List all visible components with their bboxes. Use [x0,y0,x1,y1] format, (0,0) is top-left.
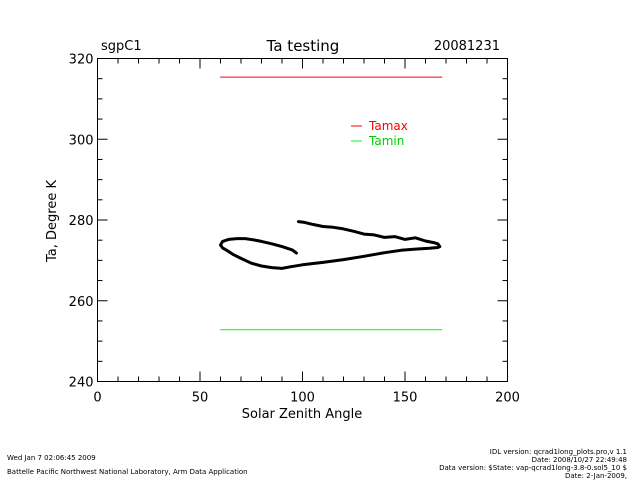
x-tick-label: 200 [495,391,520,406]
series-layer [219,76,443,331]
chart-title: Ta testing [266,37,340,55]
y-tick-label: 320 [69,53,94,68]
ta-data-series [219,220,442,270]
legend: Tamax Tamin [351,119,408,148]
y-tick-label: 280 [69,214,94,229]
x-tick-label: 150 [393,391,418,406]
plot-frame [97,58,508,382]
legend-tamin-label: Tamin [368,134,404,148]
data-version: Data version: $State: vap-qcrad1long-3.8… [439,464,627,472]
idl-version: IDL version: qcrad1long_plots.pro,v 1.1 [490,448,627,456]
x-tick-label: 0 [93,391,101,406]
x-tick-label: 100 [290,391,315,406]
lab-credit: Battelle Pacific Northwest National Labo… [7,468,248,476]
y-tick-label: 260 [69,295,94,310]
y-tick-label: 240 [69,376,94,391]
data-date: Date: 2-Jan-2009, [565,472,627,480]
date-label: 20081231 [434,39,500,54]
run-time: Wed Jan 7 02:06:45 2009 [7,454,96,462]
axis-tick-labels: 0 50 100 150 200 240 260 280 300 320 [69,53,520,406]
y-tick-label: 300 [69,133,94,148]
idl-date: Date: 2008/10/27 22:49:48 [532,456,627,464]
legend-tamax-label: Tamax [368,119,408,133]
x-axis-label: Solar Zenith Angle [242,407,362,422]
site-label: sgpC1 [101,39,142,54]
axis-ticks [97,58,508,382]
x-tick-label: 50 [192,391,209,406]
y-axis-label: Ta, Degree K [45,180,60,263]
